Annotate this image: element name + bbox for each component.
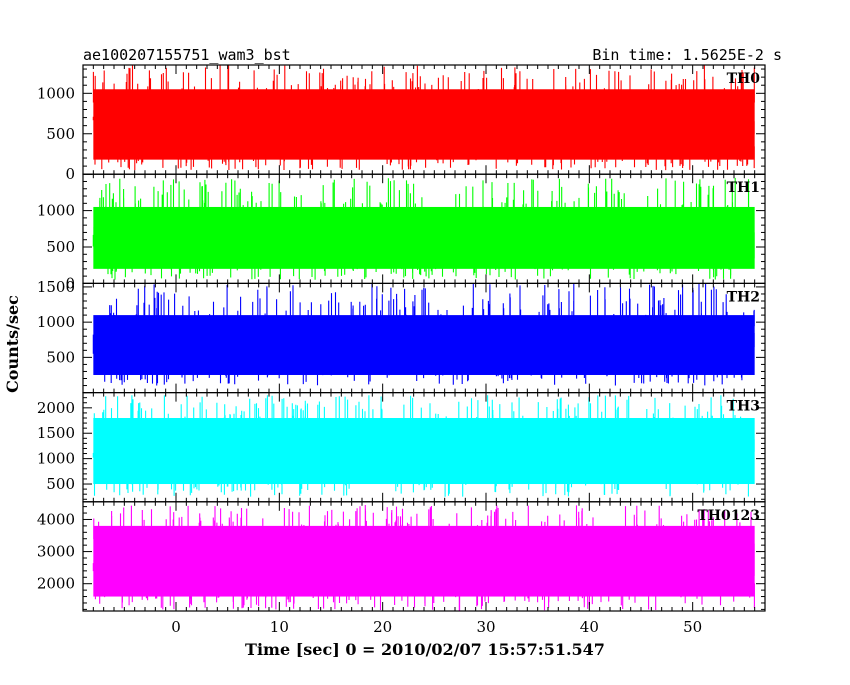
y-tick-label: 1000: [37, 84, 75, 102]
panel-label-th0123: TH0123: [697, 508, 760, 524]
x-tick-label: 0: [171, 618, 181, 636]
x-tick-label: 20: [373, 618, 392, 636]
panel-label-th3: TH3: [727, 399, 760, 415]
x-tick-labels: 0 10 20 30 40 50: [171, 618, 702, 636]
y-tick-label: 0: [65, 165, 75, 183]
chart-header-left: ae100207155751_wam3_bst: [83, 46, 291, 64]
x-tick-label: 10: [270, 618, 289, 636]
series-trace-th1: [92, 177, 755, 280]
y-tick-label: 500: [46, 238, 75, 256]
y-tick-label: 2000: [37, 575, 75, 593]
y-tick-label: 500: [46, 125, 75, 143]
y-tick-label: 500: [46, 475, 75, 493]
x-tick-label: 30: [476, 618, 495, 636]
x-tick-label: 40: [580, 618, 599, 636]
y-tick-label: 1500: [37, 278, 75, 296]
x-axis-label: Time [sec] 0 = 2010/02/07 15:57:51.547: [245, 640, 605, 659]
series-trace-th0123: [92, 505, 755, 611]
panel-th1: 0 500 1000 TH1: [37, 173, 766, 292]
y-tick-label: 1000: [37, 313, 75, 331]
series-trace-th2: [92, 283, 755, 386]
y-tick-label: 1000: [37, 450, 75, 468]
series-trace-th0: [92, 65, 755, 171]
panel-th0: 0 500 1000 TH0: [37, 64, 766, 183]
series-trace-th3: [92, 395, 755, 497]
y-tick-label: 0: [65, 274, 75, 292]
y-tick-label: 3000: [37, 543, 75, 561]
y-tick-label: 1000: [37, 202, 75, 220]
panel-th2: 500 1000 1500 TH2: [37, 278, 766, 394]
panel-th0123: 2000 3000 4000 TH0123: [37, 501, 766, 612]
panel-label-th1: TH1: [727, 180, 760, 196]
y-tick-label: 4000: [37, 510, 75, 528]
y-tick-label: 2000: [37, 399, 75, 417]
chart-header-right: Bin time: 1.5625E-2 s: [592, 46, 782, 64]
panel-th3: 500 1000 1500 2000 TH3: [37, 392, 766, 503]
panel-label-th0: TH0: [727, 71, 761, 87]
y-tick-label: 1500: [37, 424, 75, 442]
panel-label-th2: TH2: [727, 289, 760, 305]
y-axis-label: Counts/sec: [3, 295, 22, 393]
panels-group: 0 500 1000 TH0 0 500 1000 TH1 500 1000 1500 TH2 500 1…: [37, 64, 766, 612]
x-tick-label: 50: [683, 618, 702, 636]
y-tick-label: 500: [46, 348, 75, 366]
